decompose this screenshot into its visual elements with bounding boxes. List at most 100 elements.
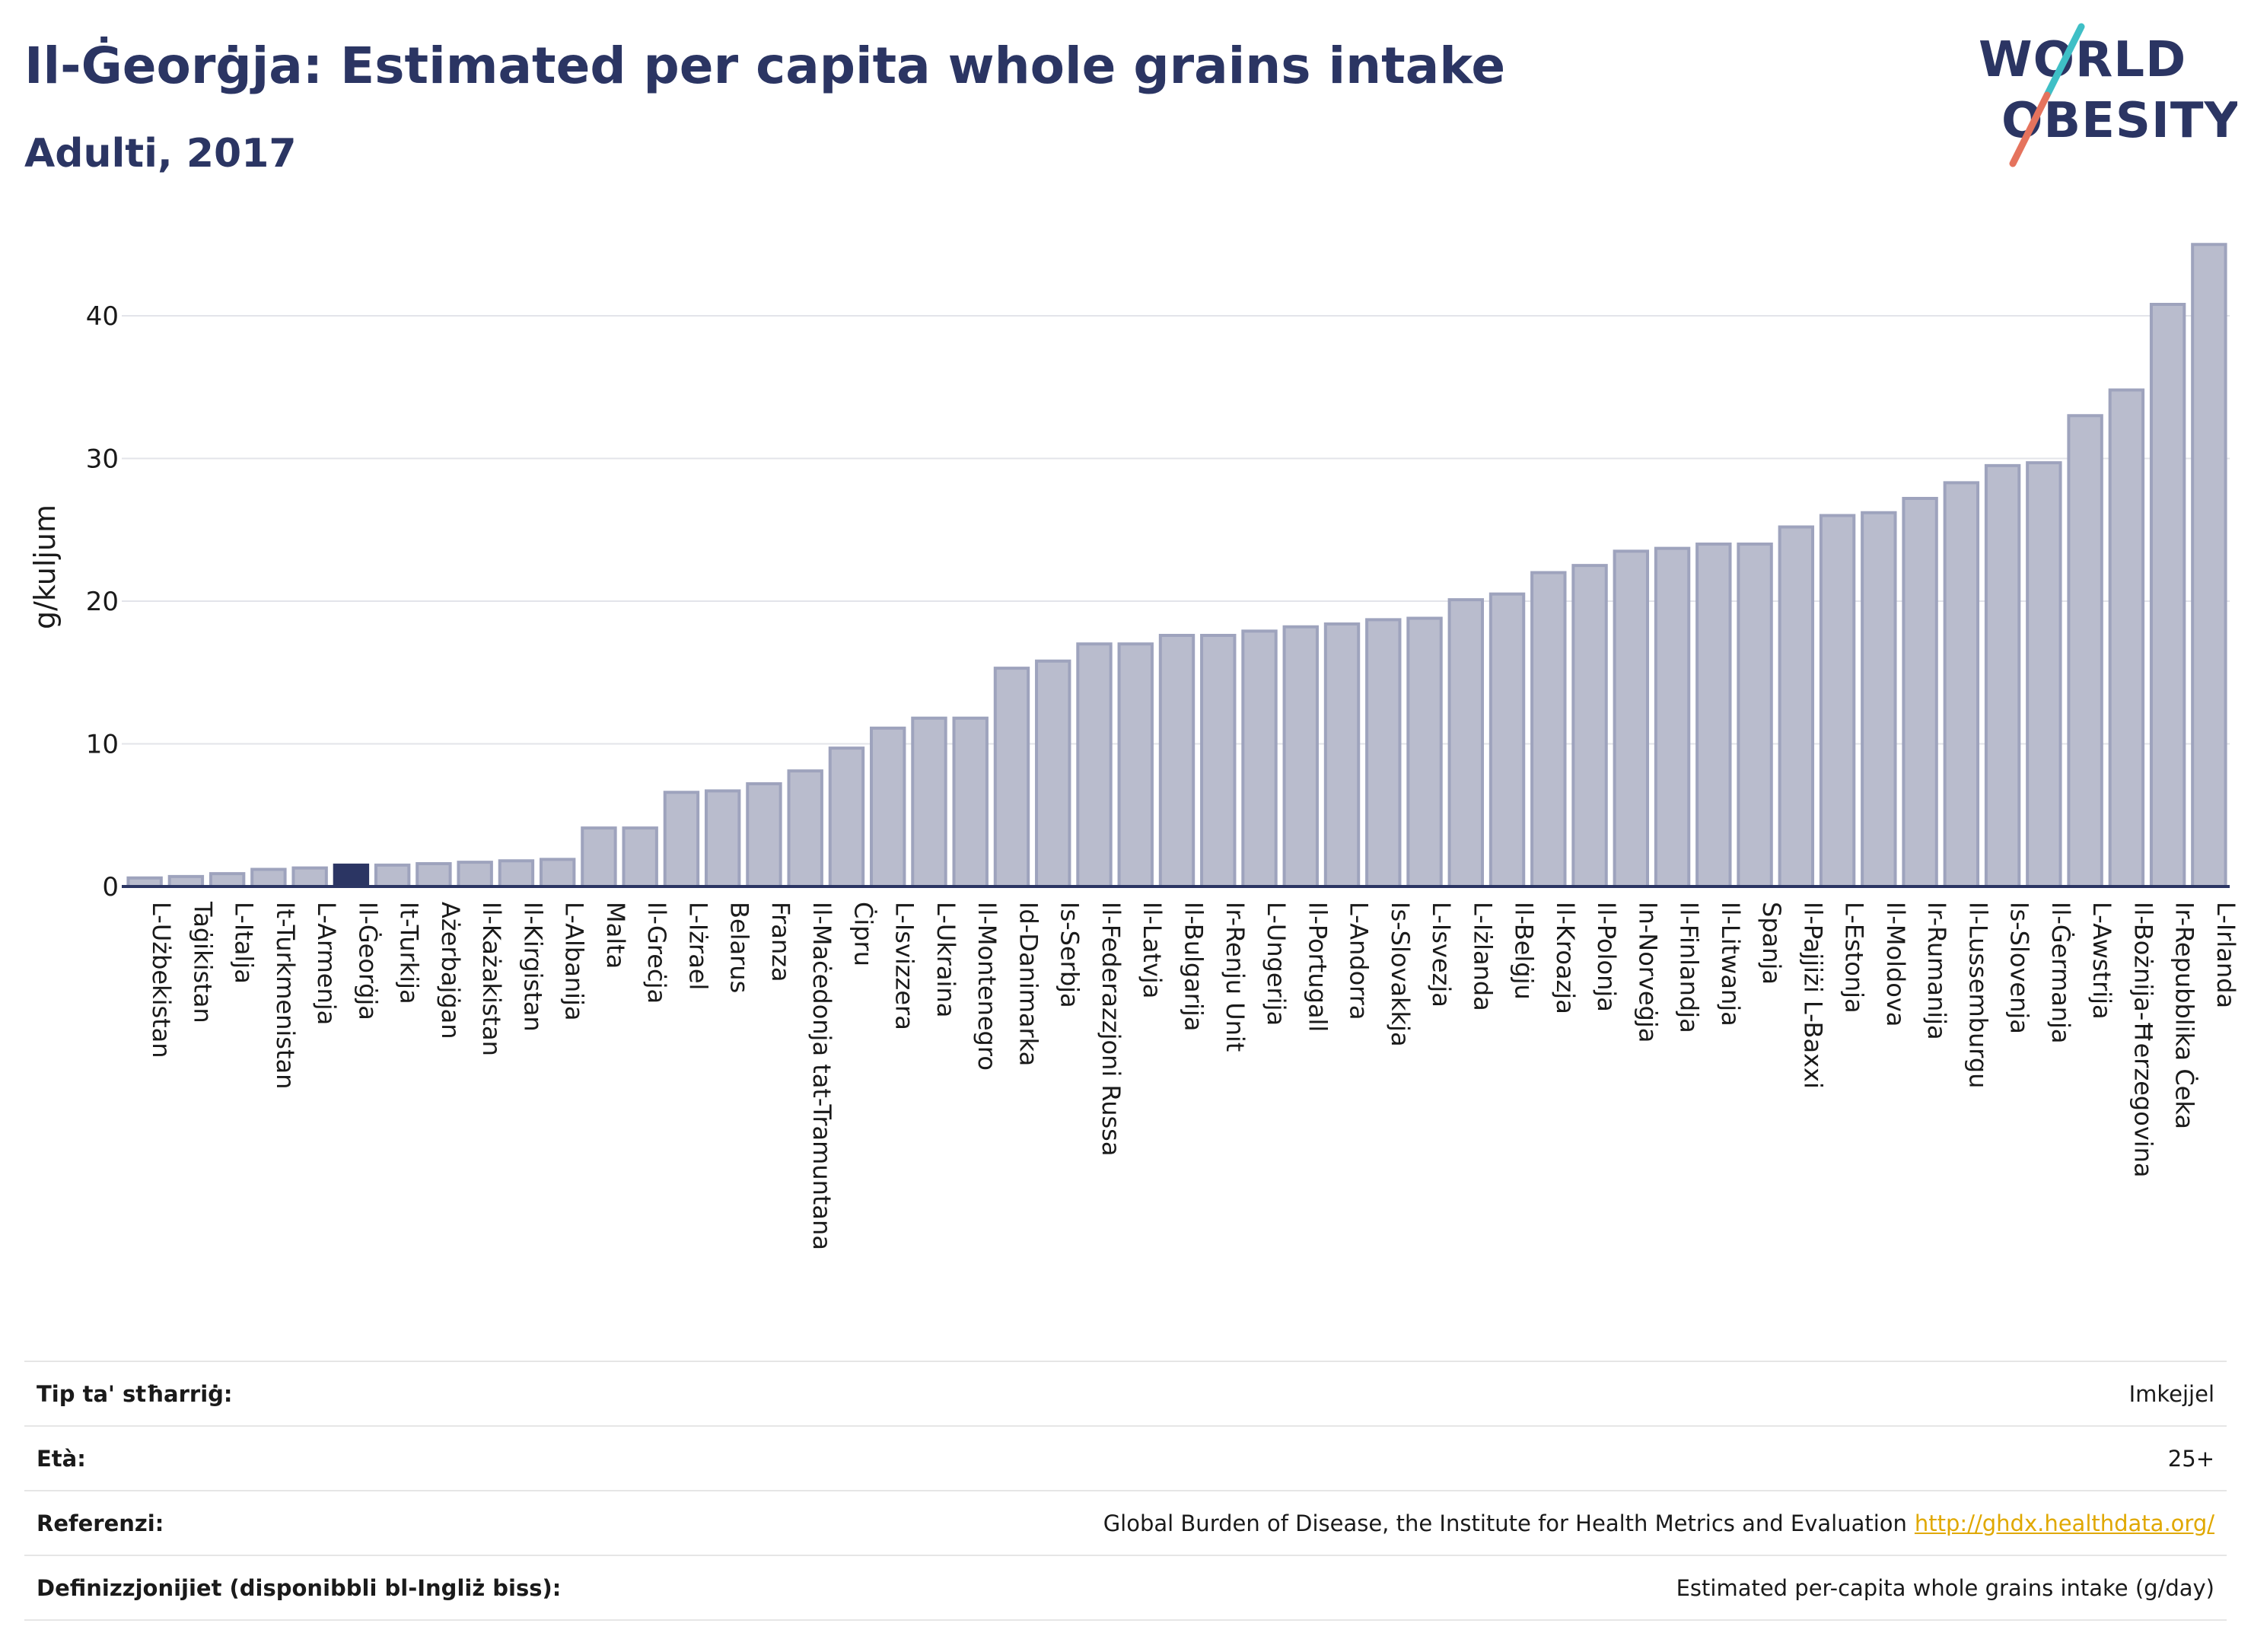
x-tick-label: Il-Lussemburgu: [1963, 902, 1992, 1088]
x-tick-label: Ċipru: [849, 902, 877, 966]
x-tick-label: Id-Danimarka: [1014, 902, 1043, 1066]
x-tick-label: Ażerbajġan: [436, 902, 465, 1039]
x-tick-label: Il-Kirgistan: [518, 902, 547, 1032]
y-tick-label: 20: [86, 587, 119, 617]
info-value: Global Burden of Disease, the Institute …: [1103, 1510, 2227, 1536]
x-tick-label: Il-Bożnija-Ħerzegovina: [2128, 902, 2157, 1178]
y-tick-label: 0: [102, 872, 119, 902]
info-value: Estimated per-capita whole grains intake…: [1676, 1574, 2214, 1601]
x-tick-label: It-Turkija: [395, 902, 424, 1004]
bar: [1654, 546, 1691, 888]
x-tick-label: L-Estonja: [1840, 902, 1869, 1014]
x-tick-label: Ir-Repubblika Ċeka: [2170, 902, 2199, 1129]
x-tick-label: Il-Finlandja: [1675, 902, 1704, 1033]
x-tick-label: Taġikistan: [188, 901, 217, 1023]
bar: [1984, 463, 2021, 888]
x-tick-label: L-Irlanda: [2211, 902, 2240, 1008]
info-row-survey-type: Tip ta' stħarriġ: Imkejjel: [24, 1361, 2227, 1425]
bar: [498, 859, 535, 888]
x-tick-label: L-Awstrija: [2087, 902, 2116, 1020]
logo-slash-coral: [2009, 91, 2051, 167]
x-tick-label: L-Armenja: [312, 902, 341, 1025]
x-tick-label: Il-Ġermanja: [2046, 902, 2075, 1044]
y-tick-label: 40: [86, 301, 119, 332]
bar: [2149, 303, 2186, 888]
x-tick-label: Il-Ġeorġja: [353, 902, 382, 1020]
x-tick-label: Il-Maċedonja tat-Tramuntana: [807, 902, 836, 1250]
x-tick-label: Il-Pajjiżi L-Baxxi: [1798, 902, 1827, 1089]
info-label: Tip ta' stħarriġ:: [37, 1380, 233, 1407]
bar: [1488, 592, 1526, 888]
x-tick-label: Is-Slovenja: [2005, 902, 2034, 1034]
x-tick-label: Il-Polonja: [1592, 902, 1621, 1012]
info-row-references: Referenzi: Global Burden of Disease, the…: [24, 1490, 2227, 1555]
x-tick-label: L-Albanija: [560, 902, 589, 1020]
bar: [1861, 511, 1897, 888]
bar: [374, 863, 411, 888]
bar: [209, 872, 246, 888]
bar: [1695, 543, 1732, 888]
bar: [291, 866, 328, 888]
bar: [622, 826, 658, 888]
bar: [1530, 571, 1567, 888]
bar: [581, 826, 617, 888]
bar: [952, 716, 989, 888]
x-tick-label: L-Isvizzera: [890, 902, 919, 1030]
bar: [1365, 618, 1402, 888]
x-tick-label: Il-Latvja: [1138, 902, 1167, 998]
bar: [1200, 634, 1237, 888]
x-tick-label: Il-Bulgarija: [1180, 902, 1208, 1031]
bar: [539, 858, 576, 888]
x-tick-label: Il-Każakistan: [477, 902, 506, 1056]
x-tick-label: L-Italja: [230, 902, 259, 984]
bar: [1158, 634, 1196, 888]
bar: [1323, 622, 1361, 888]
x-tick-label: Il-Kroazja: [1551, 902, 1580, 1014]
world-obesity-logo: WORLD OBESITY: [1979, 23, 2237, 167]
x-tick-label: In-Norveġja: [1633, 902, 1662, 1042]
x-tick-label: Ir-Rumanija: [1922, 902, 1951, 1040]
info-value: 25+: [2167, 1445, 2214, 1472]
bar: [1943, 481, 1980, 888]
x-tick-label: L-Andorra: [1345, 902, 1374, 1020]
x-tick-label: Il-Belġju: [1510, 902, 1539, 1000]
x-tick-label: L-Iżrael: [683, 902, 712, 990]
bar: [1613, 549, 1650, 888]
x-tick-label: Il-Montenegro: [973, 902, 1001, 1071]
bar: [2067, 414, 2103, 888]
info-label: Età:: [37, 1445, 86, 1472]
bar: [1737, 543, 1773, 888]
x-tick-label: Il-Moldova: [1881, 902, 1910, 1027]
reference-text: Global Burden of Disease, the Institute …: [1103, 1510, 1907, 1536]
bar: [1778, 525, 1815, 888]
bar: [1282, 625, 1319, 888]
x-tick-label: L-Iżlanda: [1468, 902, 1497, 1011]
info-row-definitions: Definizzjonijiet (disponibbli bl-Ingliż …: [24, 1555, 2227, 1621]
info-label: Referenzi:: [37, 1510, 164, 1536]
bar: [1819, 514, 1856, 888]
x-tick-label: L-Ungerija: [1262, 902, 1291, 1026]
bar: [993, 667, 1030, 888]
reference-link[interactable]: http://ghdx.healthdata.org/: [1914, 1510, 2214, 1536]
x-tick-label: Il-Portugall: [1303, 902, 1332, 1032]
bar: [1571, 564, 1608, 888]
x-tick-label: L-Użbekistan: [147, 902, 176, 1058]
bar: [457, 861, 493, 888]
info-table: Tip ta' stħarriġ: Imkejjel Età: 25+ Refe…: [24, 1361, 2227, 1621]
bar: [663, 791, 700, 888]
info-value: Imkejjel: [2128, 1380, 2214, 1407]
bar: [704, 789, 741, 888]
info-label: Definizzjonijiet (disponibbli bl-Ingliż …: [37, 1574, 562, 1601]
x-tick-label: Is-Serbja: [1055, 902, 1084, 1008]
x-tick-label: Il-Federazzjoni Russa: [1097, 902, 1126, 1156]
bar-chart: 0 10 20 30 40 g/kuljum L-Użbekistan Taġikistan L…: [28, 243, 2240, 1250]
x-tick-label: Belarus: [725, 902, 754, 993]
bar: [2108, 388, 2145, 888]
chart-title: Il-Ġeorġja: Estimated per capita whole g…: [24, 37, 1506, 95]
bar: [1076, 642, 1113, 888]
y-axis-label: g/kuljum: [28, 505, 62, 629]
bar: [1447, 598, 1484, 888]
logo-line1: WORLD: [1979, 32, 2186, 88]
x-tick-label: Franza: [766, 902, 795, 982]
x-tick-label: L-Ukraina: [931, 902, 960, 1017]
